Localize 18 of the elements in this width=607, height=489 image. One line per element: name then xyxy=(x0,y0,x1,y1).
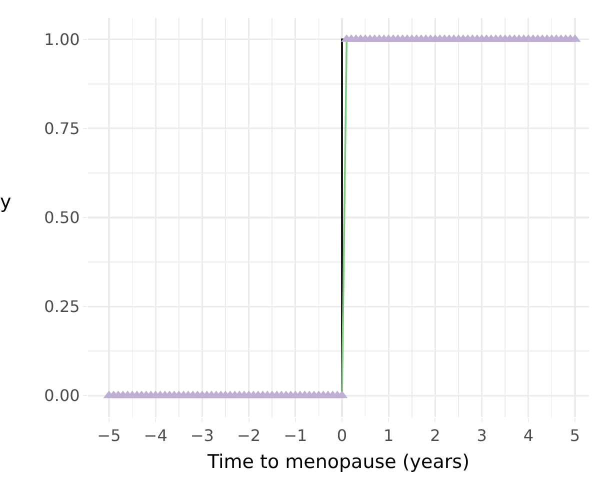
x-tick-label: 1 xyxy=(384,426,394,446)
x-tick-label: −5 xyxy=(97,426,121,446)
y-tick-label: 0.75 xyxy=(44,119,80,138)
x-tick-label: −2 xyxy=(236,426,261,446)
x-tick-label: 4 xyxy=(523,426,534,446)
x-tick-label: 5 xyxy=(570,426,580,446)
x-tick-label: 3 xyxy=(476,426,487,446)
x-tick-label: −3 xyxy=(190,426,214,446)
x-tick-label: 0 xyxy=(336,426,348,446)
y-tick-label: 0.25 xyxy=(44,297,80,316)
x-tick-label: 2 xyxy=(430,426,440,446)
x-axis-title: Time to menopause (years) xyxy=(206,451,470,473)
y-tick-label: 0.00 xyxy=(44,386,80,406)
x-tick-label: −4 xyxy=(144,426,168,446)
y-axis-title: y xyxy=(0,191,12,213)
x-tick-label: −1 xyxy=(284,426,308,446)
y-tick-label: 1.00 xyxy=(44,30,80,49)
y-tick-label: 0.50 xyxy=(44,208,80,228)
